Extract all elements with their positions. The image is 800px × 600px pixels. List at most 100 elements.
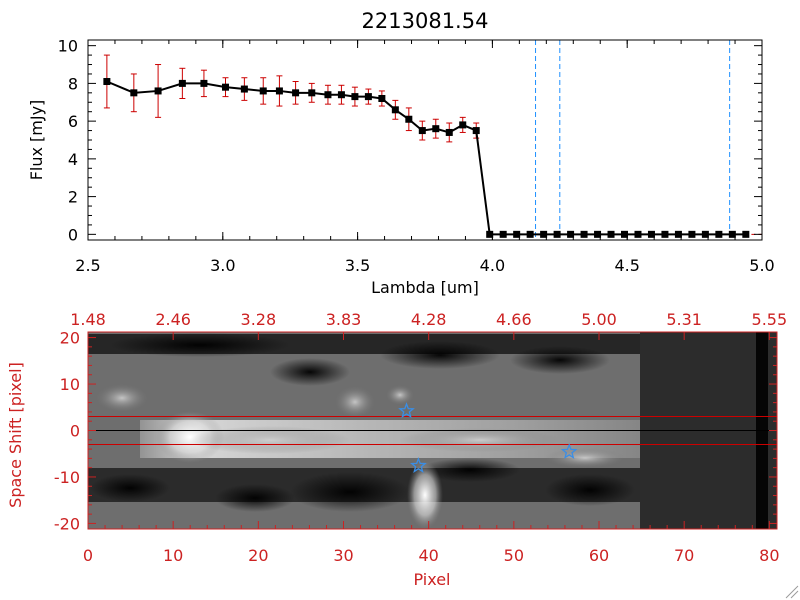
data-point xyxy=(513,230,521,238)
spectrum-vertical-lines xyxy=(535,40,731,240)
top-x-tick-label: 2.46 xyxy=(155,310,191,329)
top-x-tick-label: 1.48 xyxy=(70,310,106,329)
data-point xyxy=(540,230,548,238)
x-tick-label: 4.5 xyxy=(614,256,639,275)
data-point xyxy=(337,91,345,99)
data-point xyxy=(621,230,629,238)
star-marker xyxy=(410,456,427,473)
x-tick-label: 0 xyxy=(83,546,93,565)
series-line xyxy=(106,80,746,236)
spectrum-y-ticks: 0 2 4 6 8 10 xyxy=(58,37,762,244)
data-point xyxy=(701,230,709,238)
data-point xyxy=(259,87,267,95)
data-point xyxy=(324,91,332,99)
data-point xyxy=(292,89,300,97)
spectrum-x-axis-label: Lambda [um] xyxy=(371,278,479,297)
image-y-ticks: -20 -10 0 10 20 xyxy=(54,329,777,533)
top-x-tick-label: 5.55 xyxy=(752,310,788,329)
data-point xyxy=(459,121,467,129)
data-point xyxy=(130,89,138,97)
x-tick-label: 50 xyxy=(504,546,524,565)
data-point xyxy=(432,125,440,133)
y-tick-label: 6 xyxy=(68,112,78,131)
data-point xyxy=(445,128,453,136)
x-tick-label: 40 xyxy=(418,546,438,565)
data-point xyxy=(275,87,283,95)
data-point xyxy=(661,230,669,238)
data-point xyxy=(221,83,229,91)
data-point xyxy=(351,93,359,101)
data-point xyxy=(391,106,399,114)
x-tick-label: 30 xyxy=(333,546,353,565)
data-point xyxy=(364,93,372,101)
image-x-ticks: 0 10 20 30 40 50 60 70 80 xyxy=(83,521,780,565)
x-tick-label: 4.0 xyxy=(480,256,505,275)
data-point xyxy=(634,230,642,238)
data-point xyxy=(378,94,386,102)
data-point xyxy=(526,230,534,238)
x-tick-label: 3.5 xyxy=(345,256,370,275)
data-point xyxy=(154,87,162,95)
x-tick-label: 20 xyxy=(248,546,268,565)
x-tick-label: 80 xyxy=(759,546,779,565)
top-x-tick-label: 5.31 xyxy=(666,310,702,329)
x-tick-label: 2.5 xyxy=(75,256,100,275)
data-point xyxy=(200,79,208,87)
data-point xyxy=(688,230,696,238)
top-x-tick-label: 4.66 xyxy=(496,310,532,329)
y-tick-label: 0 xyxy=(68,225,78,244)
resize-grip-icon[interactable] xyxy=(785,585,799,599)
y-tick-label: 20 xyxy=(60,329,80,348)
spectrum-x-ticks: 2.5 3.0 3.5 4.0 4.5 5.0 xyxy=(75,40,775,275)
data-point xyxy=(178,79,186,87)
y-tick-label: 0 xyxy=(70,422,80,441)
y-tick-label: 10 xyxy=(60,375,80,394)
image-y-axis-label: Space Shift [pixel] xyxy=(6,362,25,508)
data-point xyxy=(103,78,111,86)
data-point xyxy=(742,230,750,238)
data-point xyxy=(728,230,736,238)
star-marker xyxy=(398,402,415,419)
y-tick-label: 4 xyxy=(68,150,78,169)
x-tick-label: 3.0 xyxy=(210,256,235,275)
image-top-wavelength-ticks: 1.48 2.46 3.28 3.83 4.28 4.66 5.00 5.31 5.55 xyxy=(70,310,787,340)
x-tick-label: 70 xyxy=(674,546,694,565)
star-marker xyxy=(560,443,578,459)
data-point xyxy=(308,89,316,97)
top-x-tick-label: 3.28 xyxy=(241,310,277,329)
data-point xyxy=(472,127,480,135)
data-point xyxy=(240,85,248,93)
x-tick-label: 60 xyxy=(589,546,609,565)
top-x-tick-label: 4.28 xyxy=(411,310,447,329)
data-point xyxy=(594,230,602,238)
data-point xyxy=(499,230,507,238)
y-tick-label: -20 xyxy=(54,514,80,533)
top-x-tick-label: 3.83 xyxy=(326,310,362,329)
data-point xyxy=(553,230,561,238)
x-tick-label: 10 xyxy=(163,546,183,565)
spectral-image-panel: 0 10 20 30 40 50 60 70 80 1.48 2.46 3.28 3.83 4.28 4.… xyxy=(6,310,787,589)
spectrum-y-axis-label: Flux [mJy] xyxy=(27,100,46,181)
data-point xyxy=(418,127,426,135)
spectrum-line xyxy=(106,80,746,236)
y-tick-label: -10 xyxy=(54,468,80,487)
data-point xyxy=(567,230,575,238)
data-point xyxy=(405,115,413,123)
data-point xyxy=(715,230,723,238)
x-tick-label: 5.0 xyxy=(749,256,774,275)
feature-stars xyxy=(398,402,578,473)
data-point xyxy=(486,230,494,238)
data-point xyxy=(647,230,655,238)
top-x-tick-label: 5.00 xyxy=(581,310,617,329)
image-x-axis-label: Pixel xyxy=(413,570,450,589)
data-point xyxy=(674,230,682,238)
spectrum-markers xyxy=(103,78,750,238)
y-tick-label: 10 xyxy=(58,37,78,56)
aperture-lines xyxy=(88,416,777,445)
y-tick-label: 2 xyxy=(68,188,78,207)
spectrum-panel: 2213081.54 2.5 3.0 3.5 4.0 4.5 5.0 0 2 4 6 8 10 La… xyxy=(27,9,775,297)
chart-title: 2213081.54 xyxy=(362,9,489,33)
y-tick-label: 8 xyxy=(68,74,78,93)
data-point xyxy=(607,230,615,238)
